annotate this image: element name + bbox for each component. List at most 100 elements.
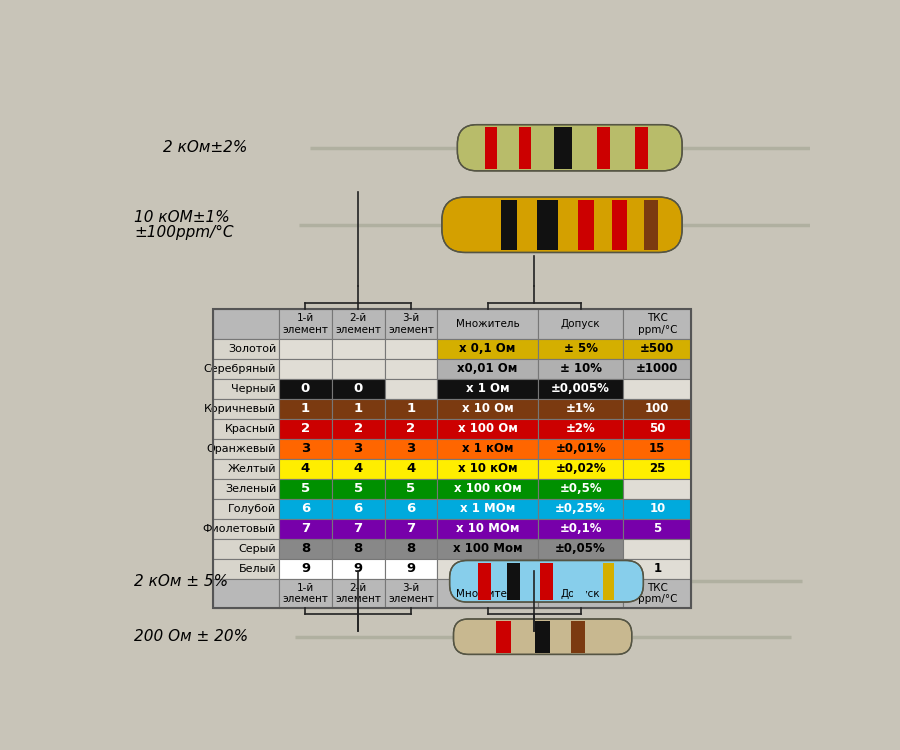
Text: Золотой: Золотой	[228, 344, 276, 354]
Text: x 10 Ом: x 10 Ом	[462, 402, 514, 416]
Text: ТКС
ppm/°C: ТКС ppm/°C	[637, 314, 677, 335]
Text: 4: 4	[301, 462, 310, 476]
Bar	[540, 562, 553, 600]
Bar	[538, 339, 623, 358]
Text: 8: 8	[406, 542, 416, 556]
Bar	[623, 579, 691, 608]
Bar	[279, 459, 332, 478]
Bar	[332, 439, 384, 459]
Bar	[213, 379, 279, 399]
Bar	[279, 478, 332, 499]
Text: 4: 4	[354, 462, 363, 476]
Text: 9: 9	[354, 562, 363, 575]
Text: 1: 1	[354, 402, 363, 416]
Bar	[603, 562, 615, 600]
Bar	[623, 419, 691, 439]
Bar	[501, 200, 517, 250]
Text: Допуск: Допуск	[561, 319, 600, 329]
Text: Красный: Красный	[225, 424, 276, 433]
FancyBboxPatch shape	[454, 619, 632, 655]
Bar	[623, 439, 691, 459]
Bar	[384, 339, 437, 358]
Bar	[538, 459, 623, 478]
Bar	[623, 539, 691, 559]
Text: 10 кОМ±1%: 10 кОМ±1%	[134, 209, 230, 224]
FancyBboxPatch shape	[457, 124, 682, 171]
Bar	[623, 459, 691, 478]
Bar	[538, 310, 623, 339]
Text: x 10 кОм: x 10 кОм	[458, 462, 518, 476]
Text: 5: 5	[653, 523, 662, 536]
Text: ±0,005%: ±0,005%	[551, 382, 610, 395]
Bar	[279, 499, 332, 519]
Text: ± 10%: ± 10%	[560, 362, 601, 375]
Bar	[485, 127, 498, 169]
Text: ±500: ±500	[640, 342, 674, 355]
Bar	[623, 478, 691, 499]
Bar	[279, 559, 332, 579]
Bar	[538, 399, 623, 418]
Bar	[644, 200, 658, 250]
Bar	[623, 399, 691, 418]
Text: ±100ppm/°C: ±100ppm/°C	[134, 225, 234, 240]
Bar	[213, 539, 279, 559]
Text: 0: 0	[301, 382, 310, 395]
Bar	[384, 499, 437, 519]
Bar	[536, 200, 558, 250]
Text: 2: 2	[406, 422, 416, 435]
Bar	[437, 339, 538, 358]
Text: 8: 8	[354, 542, 363, 556]
Bar	[623, 499, 691, 519]
Text: ±0,01%: ±0,01%	[555, 442, 606, 455]
Bar	[437, 419, 538, 439]
Bar	[612, 200, 627, 250]
Text: ±0,02%: ±0,02%	[555, 462, 606, 476]
Bar	[279, 579, 332, 608]
Text: 8: 8	[301, 542, 310, 556]
Bar	[538, 358, 623, 379]
Bar	[384, 399, 437, 418]
Bar	[478, 562, 491, 600]
Text: Серебряный: Серебряный	[203, 364, 276, 374]
Bar	[623, 379, 691, 399]
Text: 10: 10	[649, 503, 665, 515]
Text: ±0,5%: ±0,5%	[559, 482, 602, 495]
Bar	[384, 459, 437, 478]
Bar	[332, 579, 384, 608]
Bar	[518, 127, 531, 169]
Bar	[623, 519, 691, 539]
Bar	[623, 339, 691, 358]
Text: Множитель: Множитель	[455, 589, 519, 598]
Bar	[213, 310, 691, 608]
Bar	[572, 621, 585, 652]
Bar	[213, 519, 279, 539]
Text: 15: 15	[649, 442, 665, 455]
Text: 3: 3	[406, 442, 416, 455]
Bar	[538, 379, 623, 399]
Text: 5: 5	[406, 482, 416, 495]
Text: Оранжевый: Оранжевый	[207, 444, 276, 454]
Bar	[384, 478, 437, 499]
Bar	[332, 358, 384, 379]
Bar	[437, 399, 538, 418]
Bar	[635, 127, 648, 169]
Bar	[332, 379, 384, 399]
Text: 2 кОм±2%: 2 кОм±2%	[163, 140, 248, 155]
Bar	[213, 579, 279, 608]
Bar	[213, 499, 279, 519]
Bar	[213, 358, 279, 379]
Bar	[213, 399, 279, 418]
Bar	[437, 439, 538, 459]
Text: 1: 1	[653, 562, 662, 575]
Text: 50: 50	[649, 422, 665, 435]
Bar	[384, 310, 437, 339]
Text: 200 Ом ± 20%: 200 Ом ± 20%	[134, 629, 248, 644]
Text: 2: 2	[354, 422, 363, 435]
Bar	[437, 478, 538, 499]
Text: 3-й
элемент: 3-й элемент	[388, 314, 434, 335]
Text: 3-й
элемент: 3-й элемент	[388, 583, 434, 604]
Text: x 0,1 Ом: x 0,1 Ом	[459, 342, 516, 355]
Text: 7: 7	[406, 523, 416, 536]
Text: 3: 3	[354, 442, 363, 455]
Bar	[538, 559, 623, 579]
